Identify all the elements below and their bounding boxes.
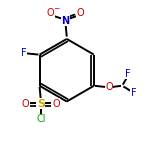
Text: −: − (53, 4, 59, 13)
Text: F: F (21, 48, 26, 58)
Text: O: O (105, 82, 113, 92)
Text: S: S (37, 99, 45, 109)
Text: Cl: Cl (36, 114, 46, 124)
Text: F: F (131, 88, 137, 98)
Text: O: O (52, 99, 60, 109)
Text: N: N (62, 16, 70, 26)
Text: O: O (22, 99, 29, 109)
Text: F: F (125, 69, 130, 79)
Text: O: O (47, 9, 54, 18)
Text: O: O (76, 9, 84, 18)
